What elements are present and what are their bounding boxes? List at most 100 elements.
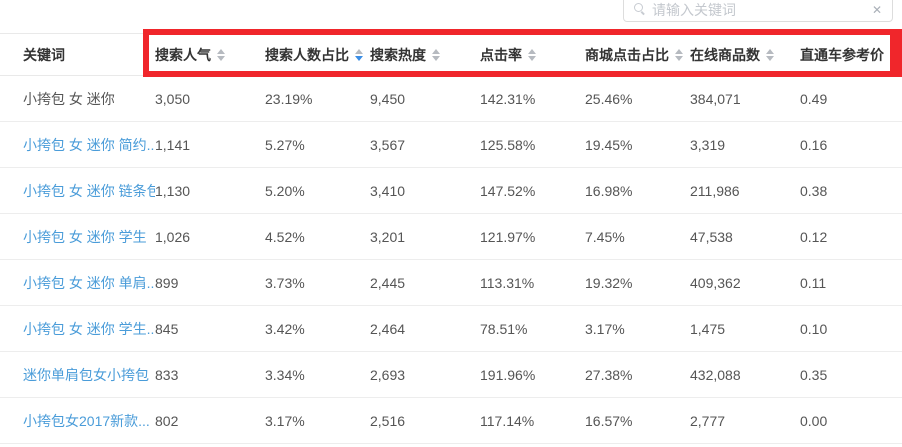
cell-search-popularity: 1,026	[155, 228, 191, 245]
column-header-keyword: 关键词	[23, 45, 155, 65]
column-header-ztc-ref-price[interactable]: 直通车参考价	[800, 45, 902, 65]
sort-arrows-icon[interactable]	[355, 48, 363, 61]
table-row: 小挎包 女 迷你 简约... 1,141 5.27% 3,567 125.58% 19.…	[0, 122, 902, 168]
cell-mall-click-ratio: 7.45%	[585, 228, 625, 245]
cell-online-products: 1,475	[690, 320, 726, 337]
cell-mall-click-ratio: 3.17%	[585, 320, 625, 337]
cell-search-heat: 2,464	[370, 320, 406, 337]
cell-searcher-ratio: 5.27%	[265, 136, 305, 153]
cell-online-products: 47,538	[690, 228, 733, 245]
cell-click-rate: 125.58%	[480, 136, 536, 153]
cell-search-heat: 3,201	[370, 228, 406, 245]
cell-searcher-ratio: 4.52%	[265, 228, 305, 245]
column-header-click-rate[interactable]: 点击率	[480, 45, 585, 65]
cell-searcher-ratio: 3.73%	[265, 274, 305, 291]
column-header-searcher-ratio[interactable]: 搜索人数占比	[265, 45, 370, 65]
cell-click-rate: 121.97%	[480, 228, 536, 245]
cell-search-heat: 2,516	[370, 412, 406, 429]
cell-search-heat: 3,410	[370, 182, 406, 199]
search-input[interactable]	[652, 2, 872, 18]
clear-icon[interactable]: ✕	[871, 3, 882, 17]
cell-click-rate: 142.31%	[480, 90, 536, 107]
cell-ztc-ref-price: 0.35	[800, 366, 828, 383]
cell-search-heat: 3,567	[370, 136, 406, 153]
cell-mall-click-ratio: 19.45%	[585, 136, 633, 153]
cell-online-products: 3,319	[690, 136, 726, 153]
column-header-online-products[interactable]: 在线商品数	[690, 45, 800, 65]
cell-online-products: 2,777	[690, 412, 726, 429]
cell-ztc-ref-price: 0.49	[800, 90, 828, 107]
keyword-link[interactable]: 小挎包 女 迷你 学生	[23, 228, 147, 245]
table-row: 小挎包 女 迷你 3,050 23.19% 9,450 142.31% 25.46% 38…	[0, 76, 902, 122]
cell-click-rate: 191.96%	[480, 366, 536, 383]
table-row: 小挎包 女 迷你 单肩... 899 3.73% 2,445 113.31% 19.32…	[0, 260, 902, 306]
keyword-link[interactable]: 小挎包 女 迷你 学生...	[23, 320, 155, 337]
cell-online-products: 211,986	[690, 182, 740, 199]
column-header-mall-click-ratio[interactable]: 商城点击占比	[585, 45, 690, 65]
cell-search-heat: 9,450	[370, 90, 406, 107]
table-row: 小挎包 女 迷你 学生 1,026 4.52% 3,201 121.97% 7.45% 4…	[0, 214, 902, 260]
cell-mall-click-ratio: 19.32%	[585, 274, 633, 291]
table-row: 小挎包 女 迷你 链条包 1,130 5.20% 3,410 147.52% 16.98…	[0, 168, 902, 214]
cell-searcher-ratio: 23.19%	[265, 90, 313, 107]
cell-mall-click-ratio: 16.57%	[585, 412, 633, 429]
column-header-label: 搜索人数占比	[265, 46, 349, 63]
keyword-link[interactable]: 小挎包 女 迷你 单肩...	[23, 274, 155, 291]
column-header-search-popularity[interactable]: 搜索人气	[155, 45, 265, 65]
column-header-label: 在线商品数	[690, 46, 760, 63]
cell-ztc-ref-price: 0.38	[800, 182, 828, 199]
cell-ztc-ref-price: 0.10	[800, 320, 828, 337]
cell-searcher-ratio: 3.42%	[265, 320, 305, 337]
cell-click-rate: 113.31%	[480, 274, 535, 291]
cell-online-products: 432,088	[690, 366, 741, 383]
cell-click-rate: 78.51%	[480, 320, 528, 337]
keyword-search-box: ✕	[623, 0, 893, 22]
keyword-text: 小挎包 女 迷你	[23, 90, 115, 107]
cell-search-popularity: 899	[155, 274, 179, 291]
table-header-row: 关键词 搜索人气 搜索人数占比 搜索热度 点击率 商城点击占比 在线商品数 直通…	[0, 33, 902, 76]
cell-search-popularity: 845	[155, 320, 179, 337]
cell-mall-click-ratio: 16.98%	[585, 182, 633, 199]
table-body: 小挎包 女 迷你 3,050 23.19% 9,450 142.31% 25.46% 38…	[0, 76, 902, 444]
column-header-label: 点击率	[480, 46, 522, 63]
keyword-link[interactable]: 迷你单肩包女小挎包	[23, 366, 149, 383]
cell-search-popularity: 1,130	[155, 182, 191, 199]
sort-arrows-icon[interactable]	[432, 48, 440, 61]
cell-search-popularity: 833	[155, 366, 179, 383]
cell-search-heat: 2,693	[370, 366, 406, 383]
table-row: 小挎包 女 迷你 学生... 845 3.42% 2,464 78.51% 3.17% 1…	[0, 306, 902, 352]
sort-arrows-icon[interactable]	[675, 48, 683, 61]
cell-mall-click-ratio: 27.38%	[585, 366, 633, 383]
keyword-link[interactable]: 小挎包 女 迷你 链条包	[23, 182, 155, 199]
sort-arrows-icon[interactable]	[528, 48, 536, 61]
sort-arrows-icon[interactable]	[766, 48, 774, 61]
cell-ztc-ref-price: 0.11	[800, 274, 827, 291]
column-header-label: 直通车参考价	[800, 46, 884, 63]
search-icon	[634, 2, 645, 14]
cell-ztc-ref-price: 0.12	[800, 228, 828, 245]
sort-arrows-icon[interactable]	[217, 48, 225, 61]
cell-ztc-ref-price: 0.00	[800, 412, 828, 429]
cell-online-products: 409,362	[690, 274, 741, 291]
keyword-link[interactable]: 小挎包 女 迷你 简约...	[23, 136, 155, 153]
cell-click-rate: 147.52%	[480, 182, 536, 199]
table-row: 迷你单肩包女小挎包 833 3.34% 2,693 191.96% 27.38% 432,…	[0, 352, 902, 398]
column-header-label: 搜索人气	[155, 46, 211, 63]
cell-click-rate: 117.14%	[480, 412, 535, 429]
column-header-label: 关键词	[23, 46, 65, 63]
column-header-search-heat[interactable]: 搜索热度	[370, 45, 480, 65]
cell-search-heat: 2,445	[370, 274, 406, 291]
cell-searcher-ratio: 5.20%	[265, 182, 305, 199]
table-row: 小挎包女2017新款... 802 3.17% 2,516 117.14% 16.57%…	[0, 398, 902, 444]
cell-online-products: 384,071	[690, 90, 741, 107]
column-header-label: 搜索热度	[370, 46, 426, 63]
cell-search-popularity: 1,141	[155, 136, 191, 153]
keyword-link[interactable]: 小挎包女2017新款...	[23, 412, 150, 429]
sort-arrows-icon[interactable]	[890, 48, 898, 61]
cell-search-popularity: 802	[155, 412, 179, 429]
cell-searcher-ratio: 3.34%	[265, 366, 305, 383]
cell-ztc-ref-price: 0.16	[800, 136, 828, 153]
column-header-label: 商城点击占比	[585, 46, 669, 63]
cell-search-popularity: 3,050	[155, 90, 191, 107]
